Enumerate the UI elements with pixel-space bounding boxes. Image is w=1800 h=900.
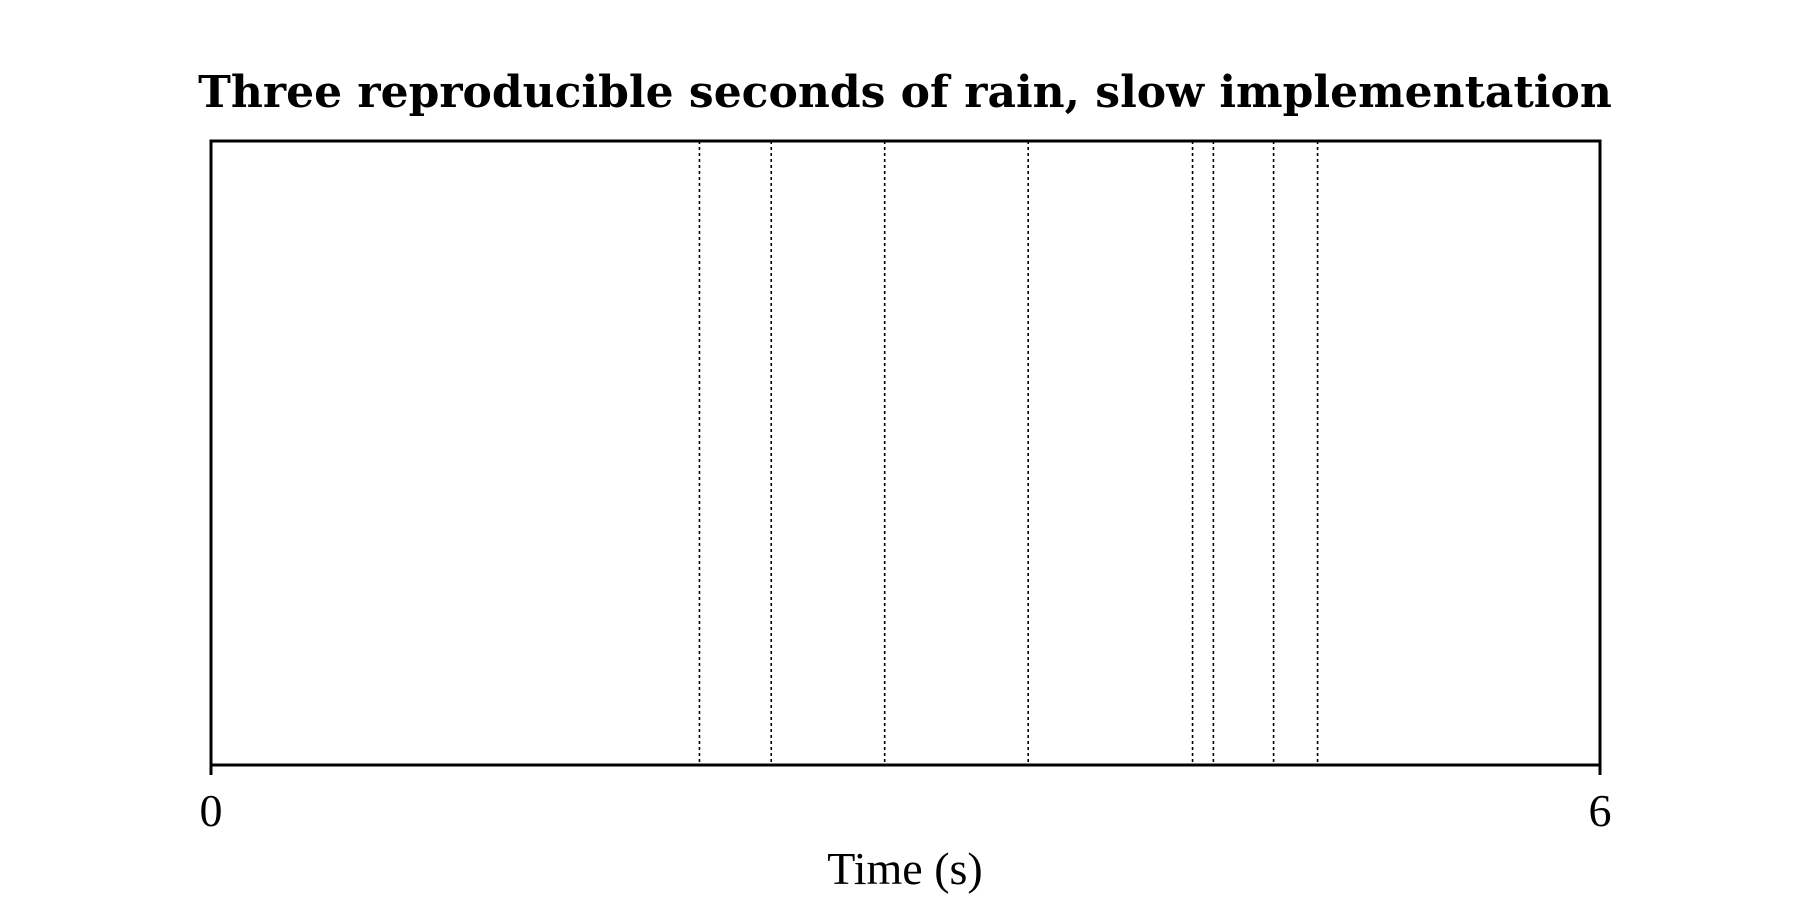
x-tick-label: 6	[1589, 785, 1612, 836]
x-tick-label: 0	[200, 785, 223, 836]
plot-frame	[209, 139, 1602, 767]
x-axis-label: Time (s)	[827, 843, 983, 894]
chart-title: Three reproducible seconds of rain, slow…	[198, 67, 1612, 118]
rain-events	[698, 141, 1319, 765]
